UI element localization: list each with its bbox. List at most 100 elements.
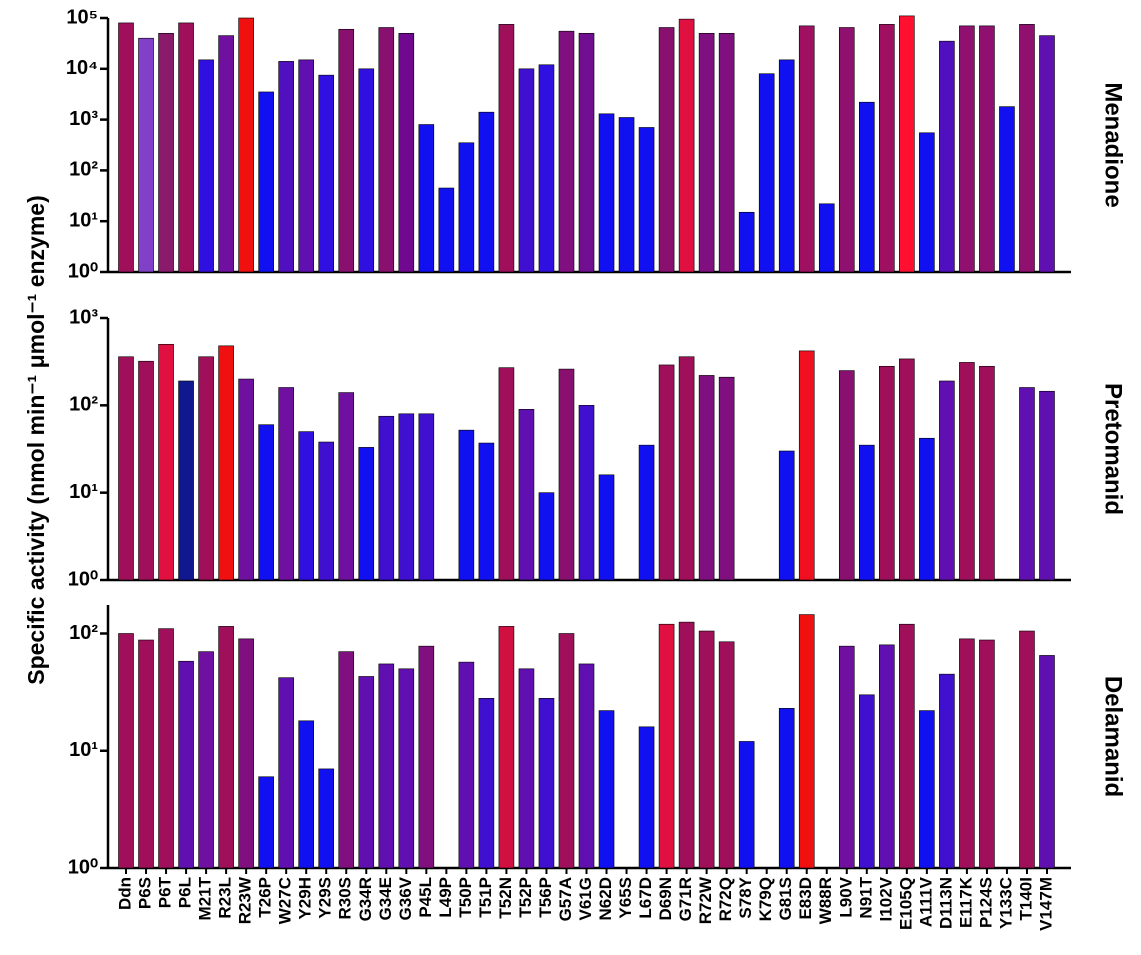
bar xyxy=(358,68,375,273)
bar xyxy=(118,633,134,869)
bar xyxy=(158,32,174,273)
x-tick-label: L90V xyxy=(836,876,855,917)
bar xyxy=(538,64,555,273)
panel-label: Delamanid xyxy=(1100,676,1127,797)
bar xyxy=(858,444,875,581)
bar xyxy=(959,362,975,581)
bar xyxy=(538,492,555,581)
bar xyxy=(1039,390,1055,581)
bar xyxy=(478,442,495,581)
bar xyxy=(378,27,395,273)
y-axis-label: Specific activity (nmol min⁻¹ μmol⁻¹ enz… xyxy=(23,195,49,685)
x-tick-label: V147M xyxy=(1036,877,1055,931)
bar xyxy=(979,25,995,273)
bar xyxy=(838,645,855,869)
bar xyxy=(1019,24,1035,273)
x-tick-label: T50P xyxy=(456,877,475,918)
bar xyxy=(198,356,214,581)
bar xyxy=(258,424,274,581)
y-tick-label: 10¹ xyxy=(69,209,98,231)
x-tick-label: G81S xyxy=(776,877,795,920)
bar xyxy=(298,59,315,273)
y-tick-label: 10³ xyxy=(69,306,98,328)
bar xyxy=(518,668,535,869)
bar xyxy=(718,32,735,273)
x-tick-label: Ddn xyxy=(115,877,134,910)
bar xyxy=(498,367,515,581)
bar xyxy=(238,17,254,273)
bar xyxy=(218,626,234,869)
bar xyxy=(698,32,715,273)
bar xyxy=(498,626,515,869)
bar xyxy=(318,768,335,869)
y-tick-label: 10⁴ xyxy=(66,57,98,79)
x-tick-label: T26P xyxy=(256,877,275,918)
bar xyxy=(638,726,655,869)
bar xyxy=(338,392,355,581)
bar xyxy=(458,142,475,273)
x-tick-label: G36V xyxy=(396,876,415,920)
bar xyxy=(518,409,535,581)
x-tick-label: T52P xyxy=(516,877,535,918)
bar xyxy=(738,211,755,273)
bar xyxy=(678,18,695,273)
bar xyxy=(999,106,1015,273)
bar xyxy=(718,376,735,581)
bar xyxy=(538,698,555,869)
bar xyxy=(919,132,935,273)
bar xyxy=(458,429,475,581)
bar xyxy=(278,61,294,273)
x-tick-label: A111V xyxy=(916,876,935,927)
bar xyxy=(778,708,795,869)
bar xyxy=(398,413,415,581)
bar xyxy=(558,30,575,273)
bar xyxy=(858,101,875,273)
x-tick-label: R72Q xyxy=(716,877,735,921)
bar xyxy=(258,776,274,869)
x-tick-label: E83D xyxy=(796,877,815,920)
bar xyxy=(758,73,775,273)
bar xyxy=(1019,387,1035,581)
bar xyxy=(318,441,335,581)
bar xyxy=(418,645,435,869)
x-tick-label: Y29S xyxy=(316,877,335,919)
bar xyxy=(478,698,495,869)
bar xyxy=(158,343,174,581)
y-tick-label: 10⁰ xyxy=(68,568,98,590)
x-tick-label: Y65S xyxy=(616,877,635,919)
x-tick-label: R72W xyxy=(696,876,715,924)
x-tick-label: P6S xyxy=(136,877,155,909)
bar xyxy=(879,644,895,869)
bar xyxy=(258,91,274,273)
bar xyxy=(818,203,835,273)
x-tick-label: D69N xyxy=(656,877,675,920)
bar xyxy=(598,710,615,869)
bar xyxy=(338,28,355,273)
x-tick-label: R23W xyxy=(236,876,255,924)
bar xyxy=(939,673,955,869)
bar xyxy=(118,356,134,581)
bar xyxy=(718,641,735,869)
x-tick-label: G57A xyxy=(556,877,575,921)
bar xyxy=(698,375,715,581)
bar xyxy=(198,59,214,273)
x-tick-label: P6T xyxy=(156,876,175,908)
bar xyxy=(138,37,154,273)
bar xyxy=(899,358,915,581)
bar xyxy=(738,741,755,869)
bar xyxy=(919,710,935,869)
bar xyxy=(778,450,795,581)
bar xyxy=(178,380,194,581)
bar xyxy=(798,350,815,581)
bar xyxy=(458,661,475,869)
bar xyxy=(218,35,234,273)
bar xyxy=(178,660,194,869)
x-tick-label: L67D xyxy=(636,877,655,919)
bar xyxy=(678,621,695,869)
bar xyxy=(298,431,315,581)
x-tick-label: E117K xyxy=(956,876,975,928)
x-tick-label: T51P xyxy=(476,877,495,918)
y-tick-label: 10¹ xyxy=(69,739,98,761)
bar xyxy=(778,59,795,273)
y-tick-label: 10⁵ xyxy=(66,6,98,28)
